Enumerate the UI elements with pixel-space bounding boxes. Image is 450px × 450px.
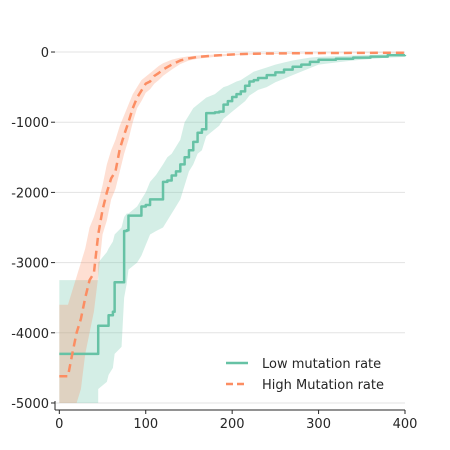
legend-label-high-mutation: High Mutation rate	[262, 378, 384, 393]
band-low-mutation	[59, 53, 406, 403]
legend-label-low-mutation: Low mutation rate	[262, 357, 381, 372]
y-tick-label-1: -1000	[11, 116, 49, 131]
x-tick-label-2: 200	[220, 417, 245, 432]
legend: Low mutation rate High Mutation rate	[226, 357, 384, 393]
tick-labels: 0 -1000 -2000 -3000 -4000 -5000 0 100 200 300 400	[11, 46, 417, 432]
x-tick-label-3: 300	[306, 417, 331, 432]
confidence-bands	[59, 52, 406, 403]
y-tick-label-4: -4000	[11, 327, 49, 342]
y-tick-label-2: -2000	[11, 186, 49, 201]
series-line-low-mutation	[59, 53, 407, 356]
y-tick-label-3: -3000	[11, 257, 49, 272]
axes	[51, 51, 406, 414]
x-tick-label-4: 400	[393, 417, 418, 432]
y-tick-label-0: 0	[41, 46, 49, 61]
series-line-high-mutation	[59, 51, 406, 378]
x-tick-label-1: 100	[133, 417, 158, 432]
x-tick-label-0: 0	[55, 417, 63, 432]
series-lines	[59, 51, 407, 378]
y-tick-label-5: -5000	[11, 397, 49, 412]
